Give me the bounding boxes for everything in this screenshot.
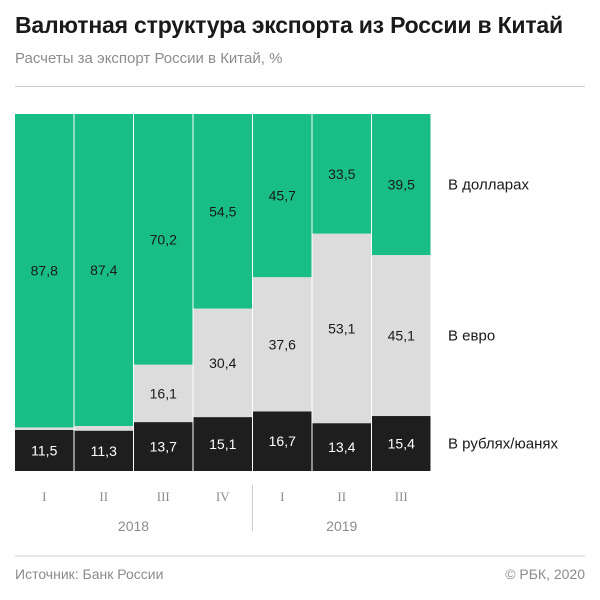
- data-label-rub: 15,1: [209, 436, 236, 452]
- copyright-note: © РБК, 2020: [505, 566, 585, 582]
- x-tick-label: I: [280, 489, 284, 504]
- bar-segment-usd: [253, 114, 312, 278]
- bar-segment-eur: [372, 255, 431, 417]
- bar-segment-eur: [74, 426, 133, 431]
- source-note: Источник: Банк России: [15, 566, 164, 582]
- x-tick-label: II: [337, 489, 346, 504]
- data-label-eur: 30,4: [209, 355, 236, 371]
- bar-segment-usd: [372, 114, 431, 256]
- data-label-eur: 16,1: [150, 385, 177, 401]
- data-label-rub: 11,5: [31, 442, 57, 458]
- bar-segment-rub: [15, 429, 74, 471]
- data-label-rub: 15,4: [388, 436, 415, 452]
- x-tick-label: I: [42, 489, 46, 504]
- data-label-rub: 16,7: [269, 433, 296, 449]
- data-label-eur: 53,1: [328, 320, 355, 336]
- x-tick-label: III: [395, 489, 408, 504]
- x-tick-label: II: [99, 489, 108, 504]
- legend-eur: В евро: [448, 328, 495, 345]
- data-label-usd: 54,5: [209, 203, 236, 219]
- data-label-rub: 11,3: [91, 443, 117, 459]
- data-label-usd: 87,4: [90, 262, 117, 278]
- bar-segment-eur: [134, 364, 193, 423]
- bar-segment-rub: [193, 417, 252, 471]
- bar-segment-rub: [312, 423, 371, 471]
- bar-segment-eur: [15, 427, 74, 430]
- chart-subtitle: Расчеты за экспорт России в Китай, %: [15, 50, 283, 67]
- year-label: 2018: [118, 518, 149, 534]
- bar-segment-usd: [312, 114, 371, 234]
- bar-segment-eur: [312, 233, 371, 424]
- bar-segment-usd: [193, 114, 252, 309]
- data-label-usd: 70,2: [150, 231, 177, 247]
- year-label: 2019: [326, 518, 357, 534]
- bar-segment-usd: [15, 114, 74, 428]
- bar-segment-rub: [134, 422, 193, 471]
- data-label-rub: 13,7: [150, 439, 177, 455]
- bar-segment-eur: [253, 277, 312, 412]
- bar-segment-rub: [253, 411, 312, 471]
- data-label-eur: 37,6: [269, 336, 296, 352]
- x-tick-label: IV: [216, 489, 230, 504]
- bar-segment-usd: [134, 114, 193, 365]
- data-label-usd: 33,5: [328, 166, 355, 182]
- data-label-usd: 87,8: [31, 263, 58, 279]
- legend-usd: В долларах: [448, 177, 529, 194]
- bar-segment-rub: [74, 430, 133, 471]
- data-label-usd: 45,7: [269, 188, 296, 204]
- bar-segment-eur: [193, 308, 252, 418]
- header-divider: [15, 86, 585, 87]
- bar-segment-usd: [74, 114, 133, 427]
- data-label-usd: 39,5: [388, 177, 415, 193]
- x-tick-label: III: [157, 489, 170, 504]
- data-label-rub: 13,4: [328, 439, 355, 455]
- chart-title: Валютная структура экспорта из России в …: [15, 12, 563, 38]
- legend-rub: В рублях/юанях: [448, 436, 558, 453]
- data-label-eur: 45,1: [388, 328, 415, 344]
- bar-segment-rub: [372, 416, 431, 471]
